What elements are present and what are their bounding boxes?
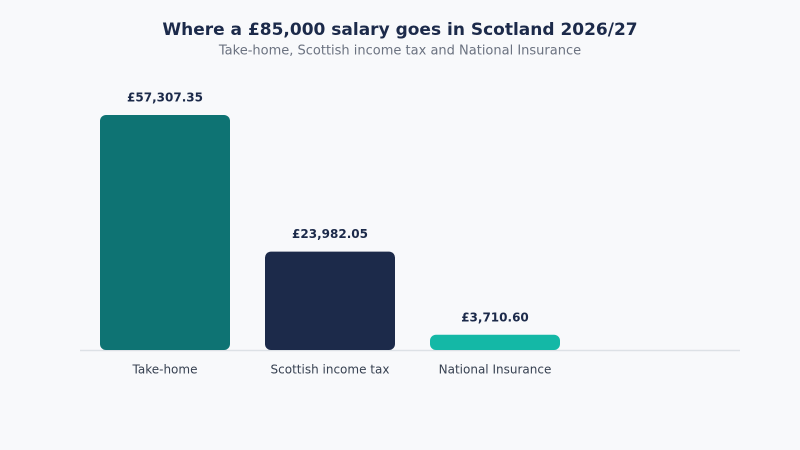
chart-subtitle: Take-home, Scottish income tax and Natio… <box>218 44 581 59</box>
value-label: £23,982.05 <box>292 227 368 241</box>
x-tick-label: Scottish income tax <box>271 363 390 377</box>
bar <box>430 334 560 350</box>
x-tick-label: Take-home <box>132 363 198 377</box>
value-label: £3,710.60 <box>461 310 529 324</box>
bar <box>100 115 230 350</box>
x-tick-label: National Insurance <box>439 363 552 377</box>
chart-title: Where a £85,000 salary goes in Scotland … <box>162 20 637 40</box>
value-label: £57,307.35 <box>127 91 203 105</box>
bar <box>265 251 395 350</box>
